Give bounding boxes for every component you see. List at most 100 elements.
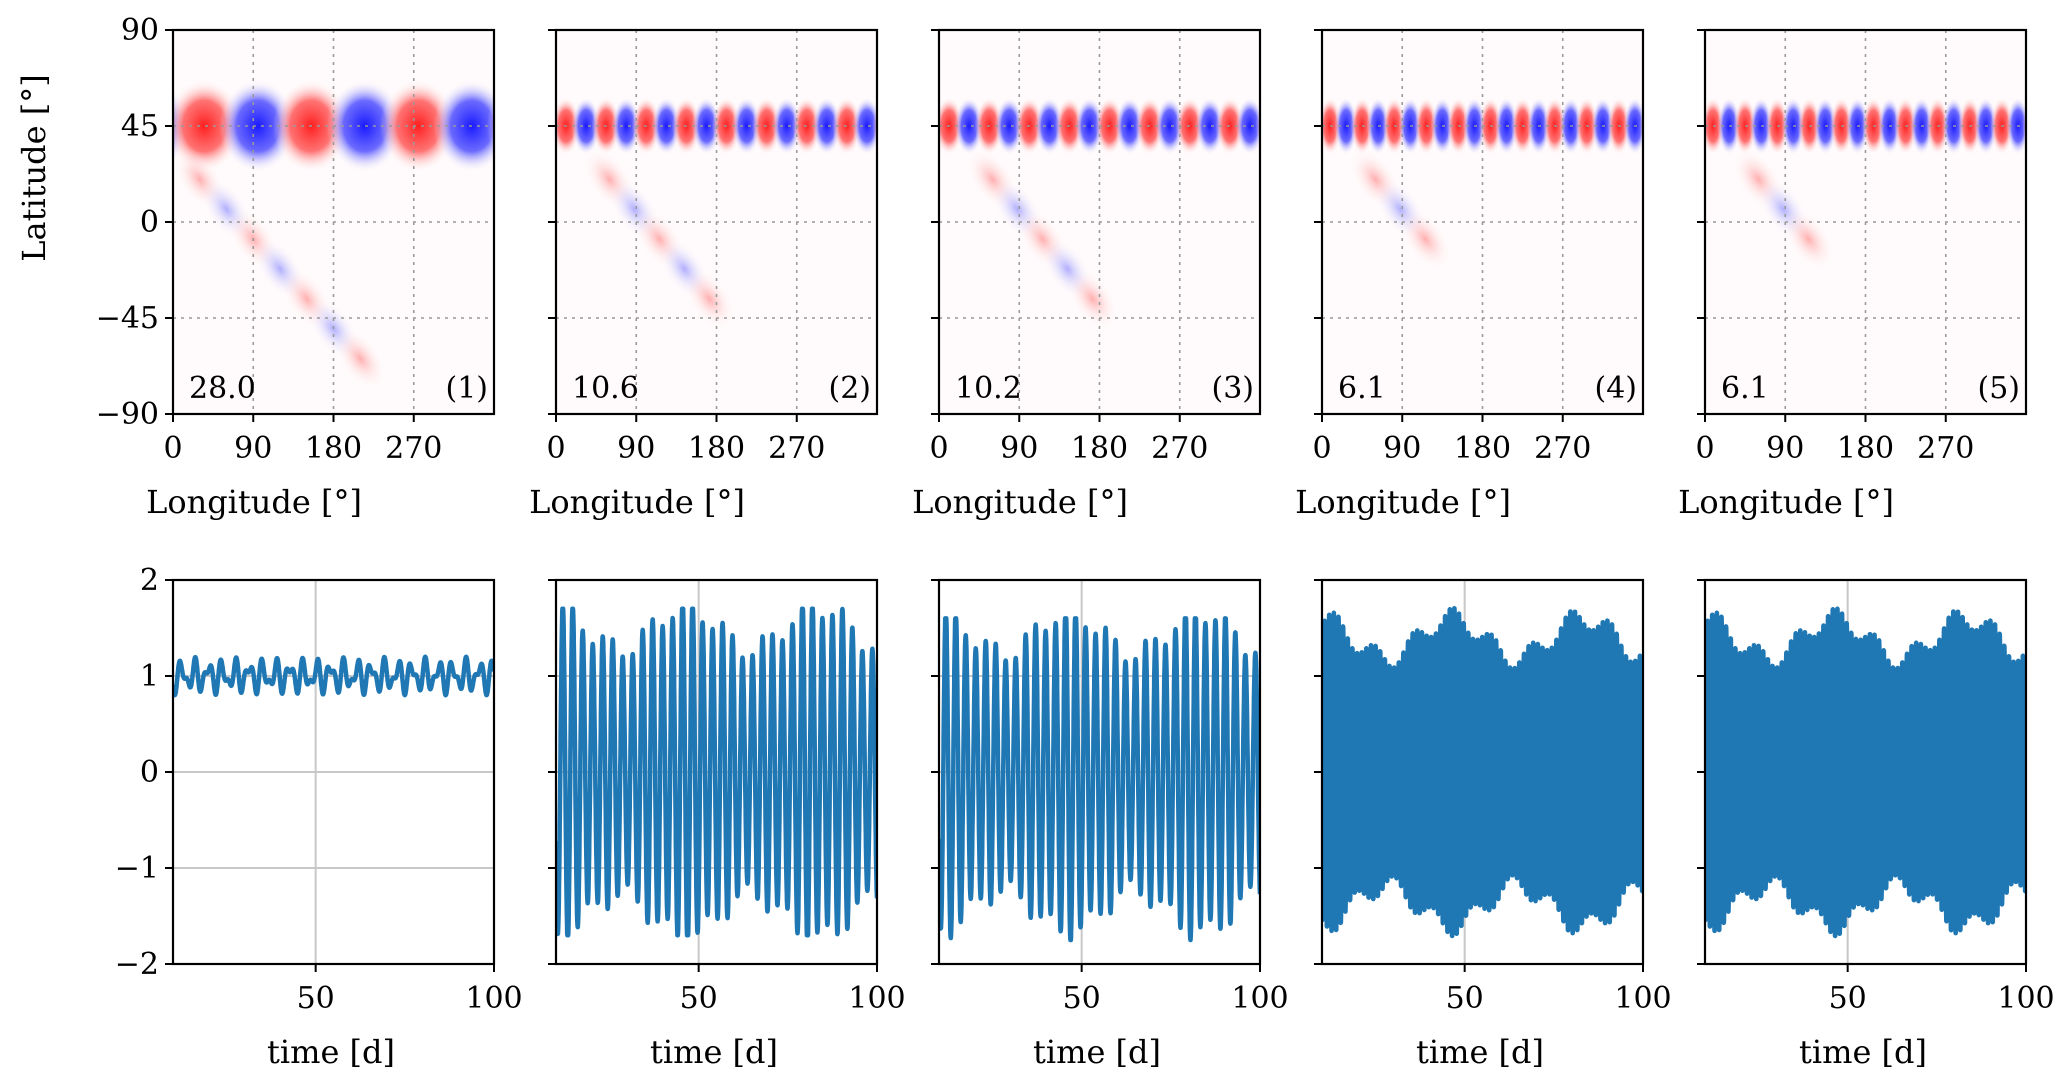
negative-anomaly [651, 97, 681, 155]
series-line [1705, 606, 2026, 939]
x-tick-label: 50 [1446, 981, 1484, 1016]
series-line [939, 616, 1260, 943]
wave-field [1286, 97, 1643, 270]
wave-field [173, 79, 494, 389]
panel-index-label: (3) [1212, 371, 1255, 406]
negative-anomaly [1155, 97, 1185, 155]
negative-anomaly [732, 97, 762, 155]
negative-anomaly [1623, 97, 1643, 155]
positive-anomaly [1255, 105, 1260, 147]
y-tick-label: 0 [140, 755, 159, 790]
faint-anomaly [1400, 208, 1451, 270]
panel-index-label: (1) [446, 371, 489, 406]
x-tick-label: 0 [929, 431, 948, 466]
y-tick-label: 45 [121, 109, 159, 144]
map-panel-5: 0 90 180 270 6.1 (5) [1669, 28, 2062, 466]
panel-value-label: 28.0 [189, 371, 256, 406]
timeseries-panel-2: 50 100 [548, 578, 906, 1016]
x-tick-label: 100 [848, 981, 905, 1016]
x-tick-label: 180 [1837, 431, 1894, 466]
negative-anomaly [1235, 97, 1260, 155]
timeseries-panel-4: 50 100 [1314, 578, 1672, 1016]
panel-index-label: (2) [829, 371, 872, 406]
series-line [1322, 606, 1643, 939]
x-tick-label: 180 [1071, 431, 1128, 466]
negative-anomaly [326, 79, 404, 173]
x-tick-label: 270 [1534, 431, 1591, 466]
series-line [173, 654, 494, 698]
y-tick-label: −90 [96, 397, 159, 432]
wave-field [894, 97, 1305, 330]
negative-anomaly [994, 97, 1024, 155]
xlabel-longitude-3: Longitude [°] [912, 483, 1128, 521]
positive-anomaly [379, 79, 457, 173]
x-tick-label: 100 [1614, 981, 1671, 1016]
faint-anomaly [1067, 268, 1118, 330]
x-tick-label: 270 [1151, 431, 1208, 466]
timeseries-panel-5: 50 100 [1697, 578, 2055, 1016]
xlabel-time-4: time [d] [1416, 1033, 1544, 1071]
xlabel-longitude-1: Longitude [°] [146, 483, 362, 521]
negative-anomaly [1115, 97, 1145, 155]
y-tick-label: −2 [115, 947, 159, 982]
x-tick-label: 0 [163, 431, 182, 466]
positive-anomaly [511, 97, 540, 155]
positive-anomaly [894, 97, 923, 155]
x-tick-label: 90 [1766, 431, 1804, 466]
panel-index-label: (5) [1978, 371, 2021, 406]
panel-value-label: 6.1 [1721, 371, 1769, 406]
negative-anomaly [2039, 97, 2062, 155]
positive-anomaly [1286, 97, 1309, 155]
x-tick-label: 50 [1829, 981, 1867, 1016]
y-tick-label: −45 [96, 301, 159, 336]
positive-anomaly [872, 105, 877, 147]
xlabel-longitude-5: Longitude [°] [1678, 483, 1894, 521]
map-panel-1: 0 90 180 270 90 45 0 −45 −90 28.0 (1) [96, 13, 496, 466]
y-tick-label: 90 [121, 13, 159, 48]
x-tick-label: 50 [1063, 981, 1101, 1016]
positive-anomaly [486, 99, 494, 153]
x-tick-label: 90 [234, 431, 272, 466]
negative-anomaly [219, 79, 297, 173]
negative-anomaly [1276, 97, 1305, 155]
panel-index-label: (4) [1595, 371, 1638, 406]
negative-anomaly [852, 97, 877, 155]
x-tick-label: 100 [1231, 981, 1288, 1016]
x-tick-label: 50 [680, 981, 718, 1016]
negative-anomaly [2006, 97, 2026, 155]
x-tick-label: 90 [1000, 431, 1038, 466]
x-tick-label: 180 [1454, 431, 1511, 466]
xlabel-longitude-2: Longitude [°] [529, 483, 745, 521]
negative-anomaly [954, 97, 984, 155]
negative-anomaly [772, 97, 802, 155]
x-tick-label: 270 [1917, 431, 1974, 466]
negative-anomaly [571, 97, 601, 155]
xlabel-time-5: time [d] [1799, 1033, 1927, 1071]
map-panel-2: 0 90 180 270 10.6 (2) [511, 28, 922, 466]
negative-anomaly [893, 97, 922, 155]
xlabel-time-3: time [d] [1033, 1033, 1161, 1071]
x-tick-label: 0 [1695, 431, 1714, 466]
negative-anomaly [1075, 97, 1104, 155]
faint-anomaly [684, 268, 735, 330]
negative-anomaly [1034, 97, 1064, 155]
x-tick-label: 180 [305, 431, 362, 466]
negative-anomaly [812, 97, 842, 155]
y-tick-label: −1 [115, 851, 159, 886]
positive-anomaly [1669, 97, 1692, 155]
x-tick-label: 50 [297, 981, 335, 1016]
x-tick-label: 90 [617, 431, 655, 466]
timeseries-panel-3: 50 100 [931, 578, 1289, 1016]
faint-anomaly [1783, 208, 1834, 270]
negative-anomaly [1195, 97, 1225, 155]
panel-value-label: 6.1 [1338, 371, 1386, 406]
xlabel-longitude-4: Longitude [°] [1295, 483, 1511, 521]
wave-field [511, 97, 922, 330]
y-tick-label: 0 [140, 205, 159, 240]
negative-anomaly [692, 97, 721, 155]
xlabel-time-2: time [d] [650, 1033, 778, 1071]
series-line [556, 606, 877, 938]
x-tick-label: 270 [385, 431, 442, 466]
x-tick-label: 0 [546, 431, 565, 466]
negative-anomaly [611, 97, 641, 155]
